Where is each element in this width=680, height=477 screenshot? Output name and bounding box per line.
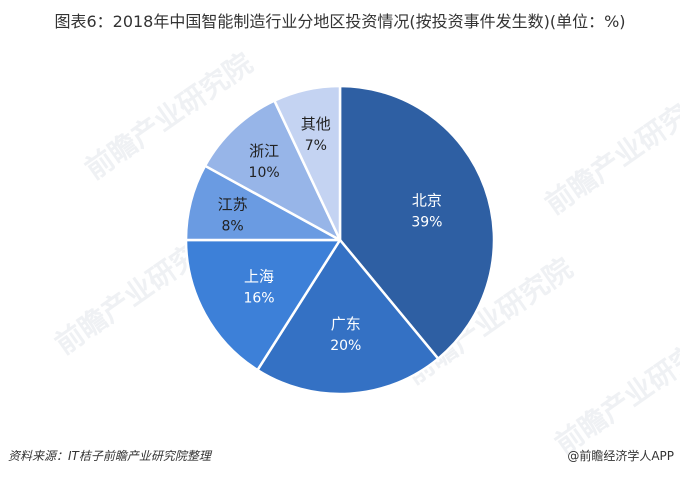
pie-slice-5 [273,84,342,242]
pie-slice-1 [256,238,440,396]
slice-value: 39% [411,215,442,231]
slice-label: 上海 [244,268,274,286]
slice-label: 浙江 [249,142,279,160]
pie-slice-0 [338,84,496,360]
slice-value: 10% [249,165,280,181]
slice-value: 7% [305,138,327,154]
slice-value: 20% [330,338,361,354]
pie-slice-4 [203,99,342,242]
slice-value: 8% [221,218,243,234]
slice-label: 北京 [412,192,442,210]
pie-slice-2 [184,238,342,372]
source-note: 资料来源：IT桔子前瞻产业研究院整理 [8,449,211,463]
slice-label: 其他 [301,115,331,133]
credit-note: @前瞻经济学人APP [567,449,674,463]
slice-label: 江苏 [218,195,248,213]
slice-value: 16% [243,291,274,307]
slice-label: 广东 [331,315,361,333]
chart-title: 图表6：2018年中国智能制造行业分地区投资情况(按投资事件发生数)(单位：%) [54,12,626,31]
